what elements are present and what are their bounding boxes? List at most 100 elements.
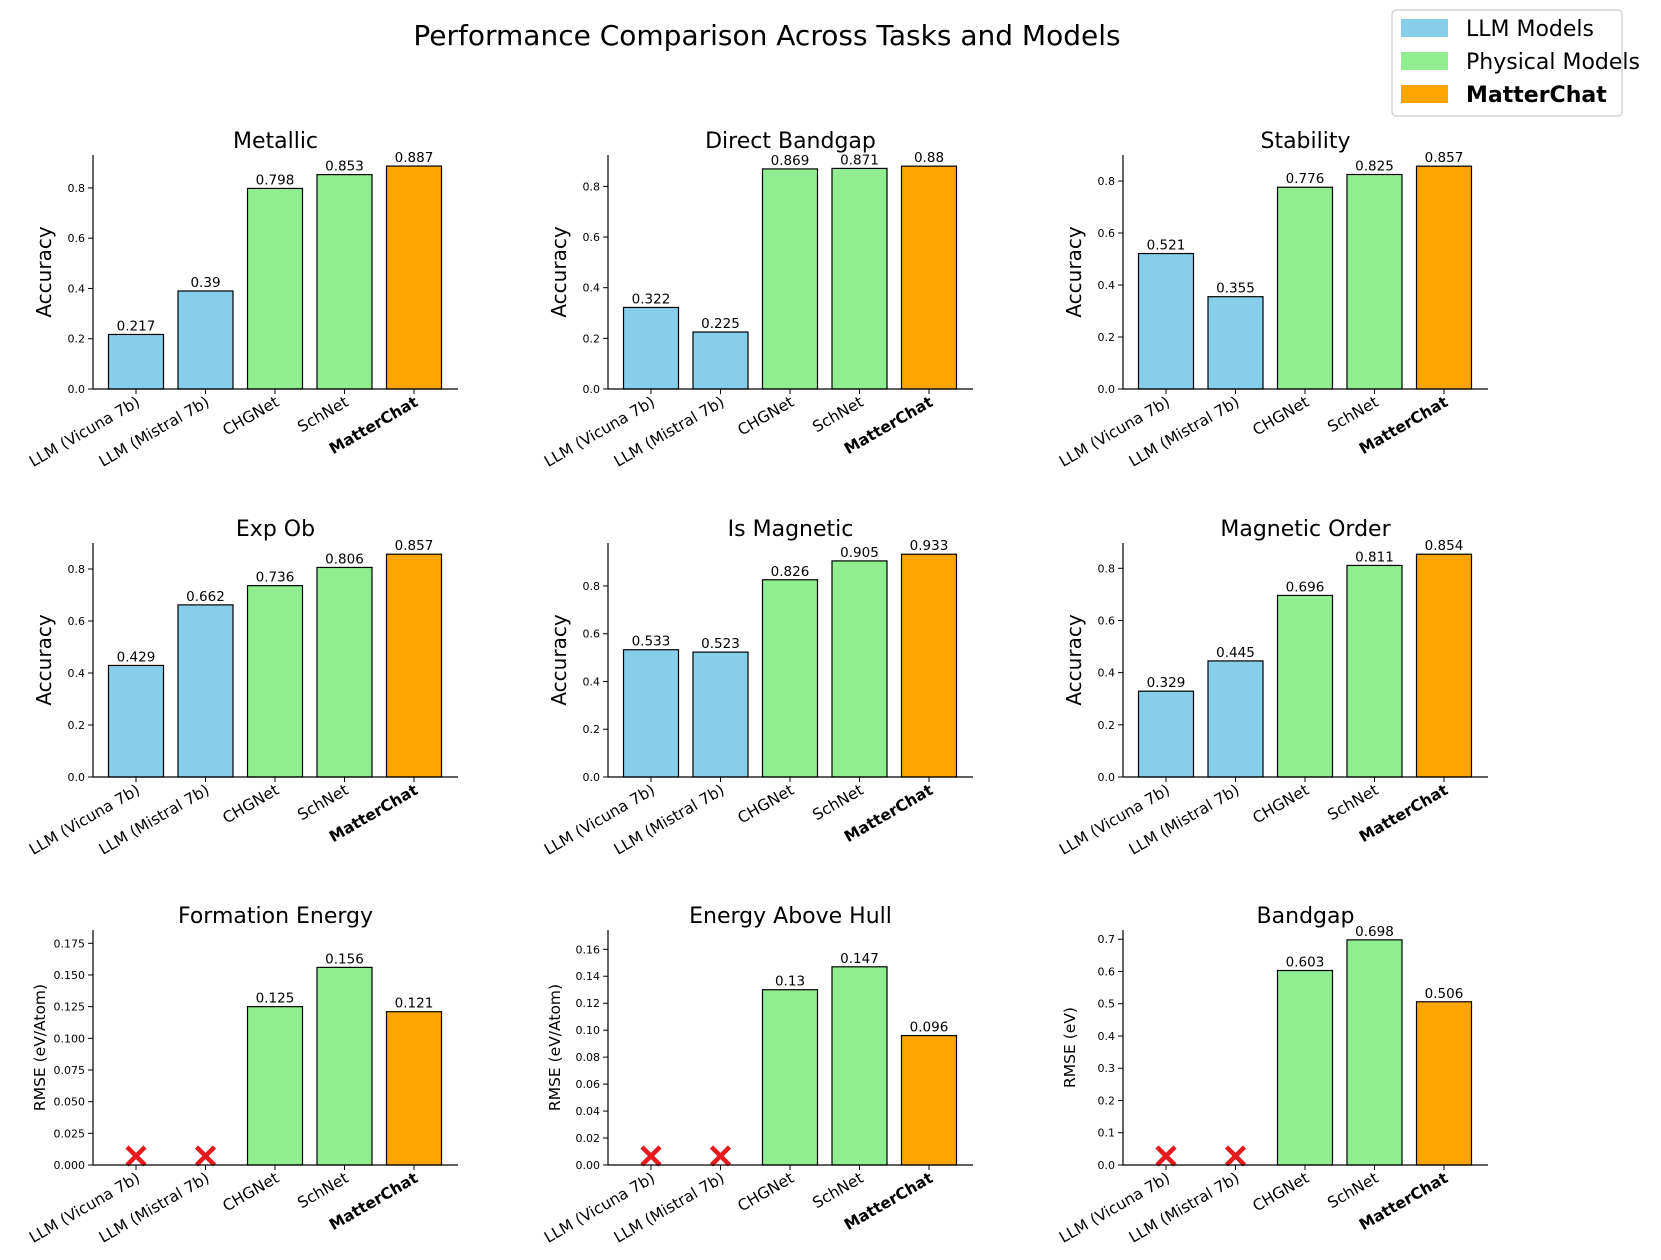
- y-tick-label: 0.0: [68, 771, 86, 784]
- y-tick-label: 0.6: [1098, 614, 1116, 627]
- bar-chgnet: [246, 1006, 304, 1166]
- x-tick-label: LLM (Vicuna 7b): [26, 1169, 143, 1247]
- bar-value-label: 0.806: [325, 551, 364, 567]
- bar-llm-mistral-7b-: [1207, 660, 1264, 778]
- bar-value-label: 0.736: [256, 570, 295, 586]
- bar-value-label: 0.521: [1147, 238, 1186, 254]
- bar-matterchat: [385, 165, 443, 390]
- x-tick-label: CHGNet: [1250, 781, 1312, 827]
- y-tick-label: 0.0: [1098, 1159, 1116, 1172]
- panel-is-magnetic: Is Magnetic Accuracy 0.0 0.2 0.4 0.6 0.8 0.533 L…: [541, 517, 973, 859]
- x-tick-label: SchNet: [295, 781, 352, 824]
- panel-title: Is Magnetic: [728, 517, 854, 542]
- x-tick-label: SchNet: [810, 393, 867, 436]
- panel-magnetic-order: Magnetic Order Accuracy 0.0 0.2 0.4 0.6 0.8 0.3…: [1056, 517, 1488, 859]
- bar-value-label: 0.39: [190, 275, 220, 291]
- x-tick-label: SchNet: [1325, 393, 1382, 436]
- y-tick-label: 0.100: [54, 1032, 86, 1045]
- bar-schnet: [831, 560, 888, 778]
- panel-stability: Stability Accuracy 0.0 0.2 0.4 0.6 0.8 0.521 LLM…: [1056, 129, 1488, 471]
- y-tick-label: 0.1: [1098, 1127, 1116, 1140]
- y-tick-label: 0.8: [68, 563, 86, 576]
- bar-value-label: 0.445: [1216, 645, 1255, 661]
- bar-chgnet: [1276, 186, 1334, 390]
- x-tick-label: SchNet: [295, 393, 352, 436]
- bar-value-label: 0.322: [632, 291, 671, 307]
- y-tick-label: 0.025: [54, 1127, 86, 1140]
- y-tick-label: 0.6: [583, 231, 601, 244]
- bar-llm-mistral-7b-: [692, 651, 749, 778]
- bar-value-label: 0.156: [325, 951, 364, 967]
- bar-chgnet: [761, 579, 819, 778]
- y-tick-label: 0.2: [1098, 331, 1116, 344]
- bar-schnet: [316, 966, 373, 1166]
- x-tick-label: LLM (Vicuna 7b): [26, 393, 143, 471]
- y-axis-label: RMSE (eV/Atom): [31, 984, 49, 1111]
- y-tick-label: 0.4: [1098, 667, 1116, 680]
- y-tick-label: 0.6: [1098, 965, 1116, 978]
- bar-value-label: 0.096: [910, 1020, 949, 1036]
- y-tick-label: 0.2: [583, 723, 601, 736]
- panel-title: Metallic: [233, 129, 318, 154]
- bar-value-label: 0.662: [186, 589, 225, 605]
- bar-chgnet: [1276, 594, 1334, 778]
- bar-chgnet: [761, 168, 819, 390]
- legend-label: Physical Models: [1466, 50, 1640, 75]
- bar-value-label: 0.121: [395, 996, 434, 1012]
- y-tick-label: 0.0: [68, 383, 86, 396]
- bar-llm-vicuna-7b-: [1137, 252, 1195, 390]
- bar-value-label: 0.88: [914, 150, 944, 166]
- x-tick-label: LLM (Vicuna 7b): [26, 781, 143, 859]
- bar-chgnet: [1276, 969, 1334, 1166]
- panel-title: Energy Above Hull: [689, 904, 892, 929]
- bar-value-label: 0.523: [701, 636, 740, 652]
- y-tick-label: 0.5: [1098, 998, 1116, 1011]
- bar-schnet: [831, 167, 888, 390]
- bar-value-label: 0.811: [1355, 549, 1394, 565]
- panel-energy-above-hull: Energy Above Hull RMSE (eV/Atom) 0.00 0.02 0…: [541, 904, 973, 1247]
- y-axis-label: Accuracy: [1062, 614, 1086, 705]
- x-tick-label: SchNet: [810, 1169, 867, 1212]
- legend-swatch: [1401, 85, 1448, 103]
- bar-value-label: 0.355: [1216, 281, 1255, 297]
- bar-chgnet: [246, 187, 304, 390]
- panels-grid: Metallic Accuracy 0.0 0.2 0.4 0.6 0.8 0.217 LLM …: [26, 129, 1488, 1247]
- panel-title: Magnetic Order: [1220, 517, 1391, 542]
- y-tick-label: 0.2: [583, 332, 601, 345]
- x-tick-label: CHGNet: [1250, 393, 1312, 439]
- x-tick-label: CHGNet: [220, 393, 282, 439]
- bar-value-label: 0.533: [632, 634, 671, 650]
- y-tick-label: 0.2: [1098, 1094, 1116, 1107]
- x-tick-label: CHGNet: [735, 781, 797, 827]
- bar-matterchat: [1415, 165, 1473, 390]
- legend-swatch: [1401, 52, 1448, 70]
- y-tick-label: 0.4: [1098, 1030, 1116, 1043]
- panel-exp-ob: Exp Ob Accuracy 0.0 0.2 0.4 0.6 0.8 0.429 LLM (V…: [26, 517, 458, 859]
- bar-llm-vicuna-7b-: [622, 649, 680, 778]
- bar-llm-mistral-7b-: [692, 331, 749, 390]
- missing-value-marker: [1224, 1145, 1247, 1167]
- missing-value-marker: [709, 1145, 732, 1167]
- bar-schnet: [316, 174, 373, 390]
- bar-schnet: [1346, 173, 1403, 390]
- bar-value-label: 0.905: [840, 545, 879, 561]
- bar-value-label: 0.147: [840, 951, 879, 967]
- bar-value-label: 0.776: [1286, 171, 1325, 187]
- y-tick-label: 0.0: [1098, 771, 1116, 784]
- y-tick-label: 0.175: [54, 937, 86, 950]
- y-tick-label: 0.6: [1098, 227, 1116, 240]
- y-tick-label: 0.150: [54, 969, 86, 982]
- missing-value-marker: [125, 1145, 147, 1167]
- x-tick-label: SchNet: [295, 1169, 352, 1212]
- legend-label: LLM Models: [1466, 17, 1594, 42]
- x-tick-label: SchNet: [1325, 781, 1382, 824]
- bar-llm-mistral-7b-: [1207, 296, 1264, 390]
- panel-title: Formation Energy: [178, 904, 373, 929]
- y-tick-label: 0.08: [576, 1051, 601, 1064]
- panel-metallic: Metallic Accuracy 0.0 0.2 0.4 0.6 0.8 0.217 LLM …: [26, 129, 458, 471]
- y-tick-label: 0.00: [576, 1159, 601, 1172]
- bar-llm-vicuna-7b-: [107, 664, 165, 778]
- bar-llm-mistral-7b-: [177, 604, 234, 778]
- y-tick-label: 0.075: [54, 1064, 86, 1077]
